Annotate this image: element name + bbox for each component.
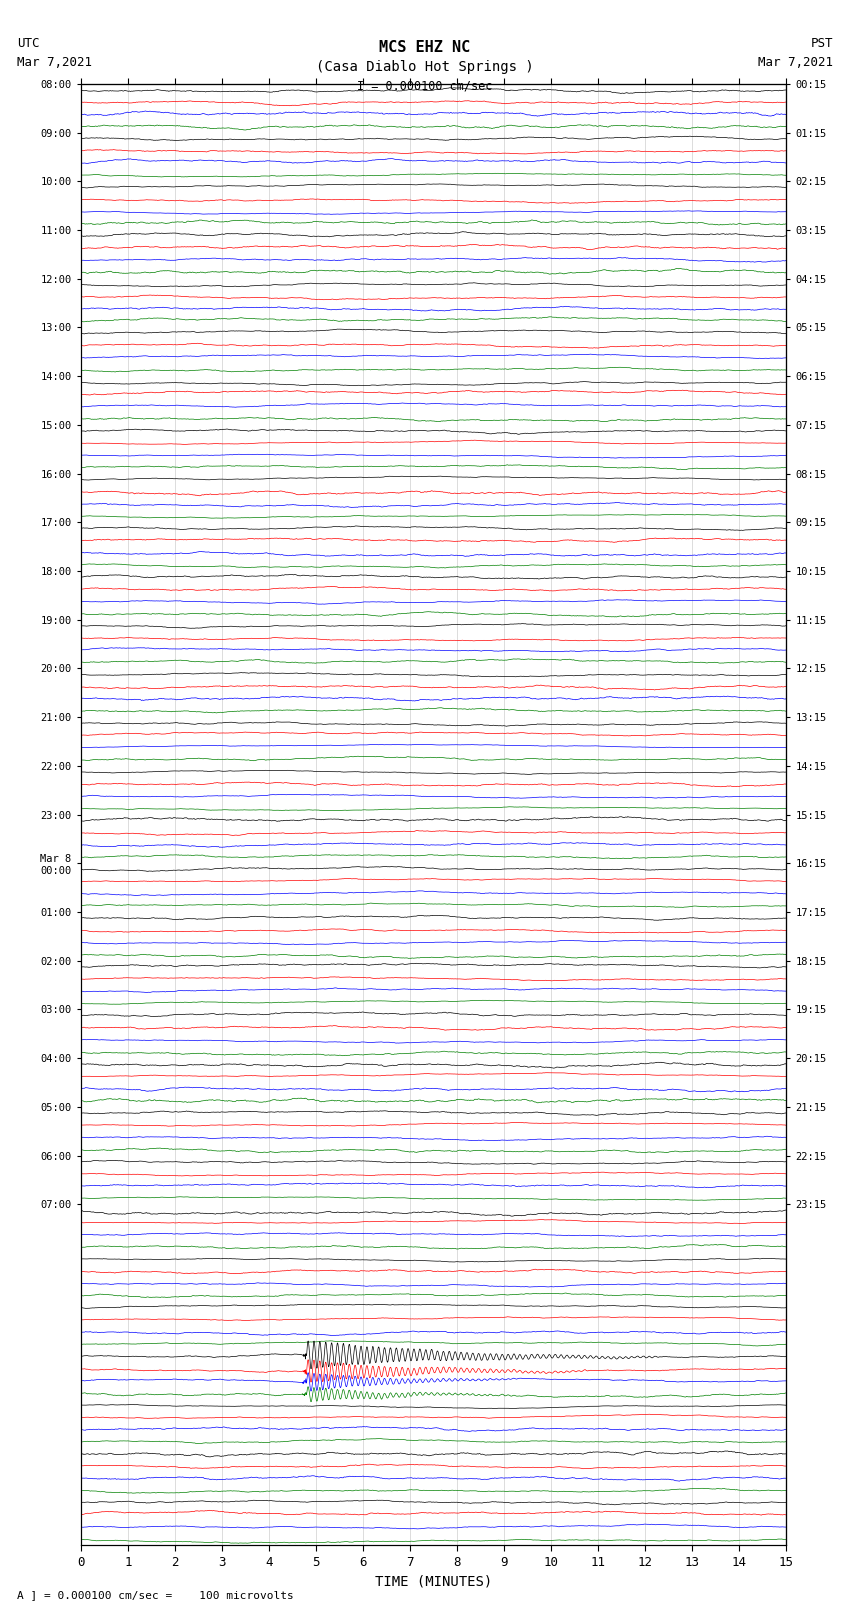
Text: Mar 7,2021: Mar 7,2021: [17, 56, 92, 69]
Text: I = 0.000100 cm/sec: I = 0.000100 cm/sec: [357, 79, 493, 92]
Text: UTC: UTC: [17, 37, 39, 50]
X-axis label: TIME (MINUTES): TIME (MINUTES): [375, 1574, 492, 1589]
Text: A ] = 0.000100 cm/sec =    100 microvolts: A ] = 0.000100 cm/sec = 100 microvolts: [17, 1590, 294, 1600]
Text: Mar 7,2021: Mar 7,2021: [758, 56, 833, 69]
Text: MCS EHZ NC: MCS EHZ NC: [379, 40, 471, 55]
Text: (Casa Diablo Hot Springs ): (Casa Diablo Hot Springs ): [316, 60, 534, 74]
Text: PST: PST: [811, 37, 833, 50]
